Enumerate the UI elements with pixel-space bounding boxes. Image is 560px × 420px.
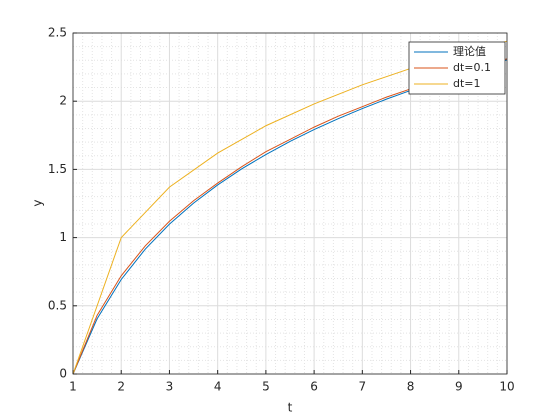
- y-tick-label: 1.5: [48, 162, 67, 176]
- axes-box: [72, 32, 508, 375]
- x-tick-label: 6: [310, 380, 318, 394]
- y-tick-label: 1: [59, 230, 67, 244]
- x-tick-label: 10: [499, 380, 514, 394]
- x-tick-label: 2: [117, 380, 125, 394]
- x-tick-label: 8: [407, 380, 415, 394]
- x-tick-label: 9: [455, 380, 463, 394]
- legend-label: dt=0.1: [453, 61, 491, 74]
- legend: 理论值 dt=0.1 dt=1: [408, 41, 506, 95]
- x-tick-label: 1: [69, 380, 77, 394]
- x-tick-label: 4: [214, 380, 222, 394]
- y-tick-label: 2: [59, 94, 67, 108]
- legend-label: 理论值: [453, 44, 486, 58]
- x-tick-label: 5: [262, 380, 270, 394]
- x-axis-label: t: [288, 401, 293, 415]
- x-tick-label: 3: [166, 380, 174, 394]
- x-tick-label: 7: [359, 380, 367, 394]
- y-tick-label: 0: [59, 367, 67, 381]
- y-tick-label: 0.5: [48, 298, 67, 312]
- legend-label: dt=1: [453, 77, 481, 90]
- y-axis-label: y: [31, 199, 45, 206]
- y-tick-label: 2.5: [48, 26, 67, 40]
